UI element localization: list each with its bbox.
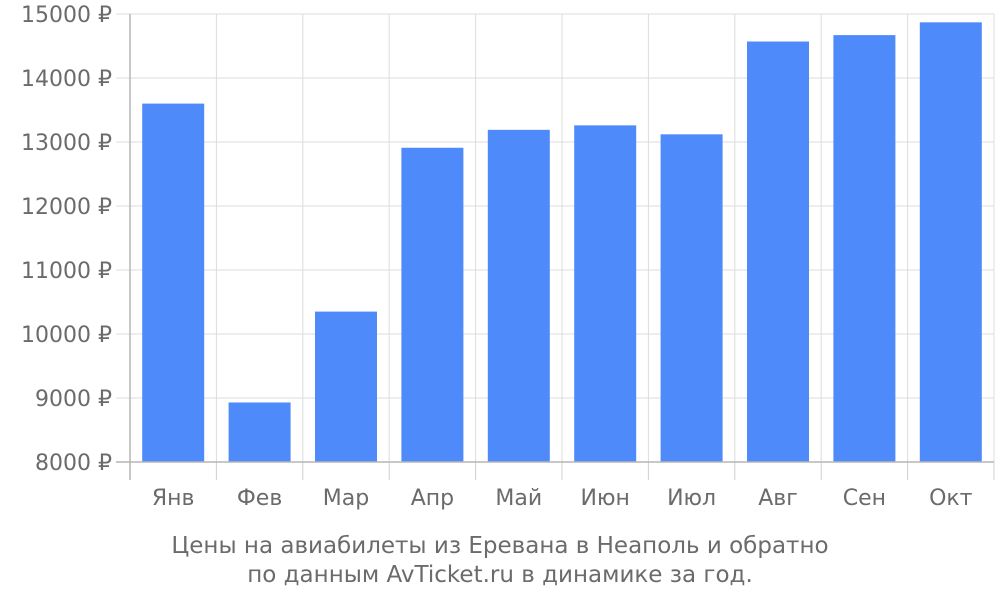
bar-8	[747, 41, 809, 463]
y-tick-label: 10000 ₽	[21, 323, 112, 348]
bar-6	[574, 125, 637, 463]
y-tick-label: 15000 ₽	[21, 3, 112, 28]
x-tick-label: Май	[495, 486, 542, 511]
bar-4	[401, 147, 464, 462]
y-tick-label: 13000 ₽	[21, 131, 112, 156]
x-tick-label: Июн	[581, 486, 630, 511]
grid	[116, 13, 995, 463]
x-tick-label: Мар	[323, 486, 369, 511]
x-tick-label: Окт	[929, 486, 973, 511]
x-tick-label: Авг	[758, 486, 798, 511]
bar-1	[142, 103, 205, 462]
y-tick-label: 8000 ₽	[35, 451, 112, 476]
caption-line-2: по данным AvTicket.ru в динамике за год.	[247, 562, 753, 588]
y-tick-label: 9000 ₽	[35, 387, 112, 412]
bar-7	[660, 134, 723, 462]
bar-9	[833, 35, 896, 463]
caption-line-1: Цены на авиабилеты из Еревана в Неаполь …	[171, 533, 829, 559]
bar-2	[228, 402, 291, 462]
bar-10	[919, 22, 982, 462]
y-tick-labels: 8000 ₽ 9000 ₽ 10000 ₽ 11000 ₽ 12000 ₽ 13000 ₽…	[21, 3, 112, 476]
axes	[116, 14, 995, 480]
bar-5	[487, 129, 550, 462]
y-tick-label: 12000 ₽	[21, 195, 112, 220]
bars	[142, 22, 982, 463]
x-tick-label: Апр	[411, 486, 454, 511]
x-tick-labels: Янв Фев Мар Апр Май Июн Июл Авг Сен Окт	[152, 486, 973, 511]
y-tick-label: 11000 ₽	[21, 259, 112, 284]
chart-caption: Цены на авиабилеты из Еревана в Неаполь …	[0, 532, 1000, 590]
x-tick-label: Июл	[667, 486, 716, 511]
y-tick-label: 14000 ₽	[21, 67, 112, 92]
x-tick-label: Янв	[152, 486, 195, 511]
bar-chart: 8000 ₽ 9000 ₽ 10000 ₽ 11000 ₽ 12000 ₽ 13000 ₽…	[21, 3, 995, 511]
bar-3	[315, 311, 377, 462]
x-tick-label: Фев	[237, 486, 282, 511]
x-tick-label: Сен	[843, 486, 886, 511]
